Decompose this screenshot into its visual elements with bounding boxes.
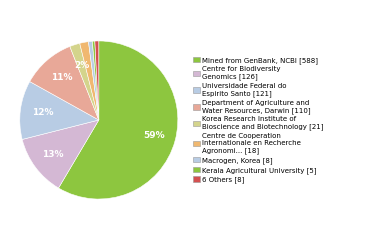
Wedge shape — [70, 43, 99, 120]
Wedge shape — [20, 82, 99, 139]
Legend: Mined from GenBank, NCBI [588], Centre for Biodiversity
Genomics [126], Universi: Mined from GenBank, NCBI [588], Centre f… — [193, 57, 324, 183]
Wedge shape — [92, 41, 99, 120]
Wedge shape — [89, 41, 99, 120]
Wedge shape — [22, 120, 99, 188]
Text: 12%: 12% — [32, 108, 53, 117]
Text: 59%: 59% — [143, 131, 165, 139]
Wedge shape — [30, 47, 99, 120]
Text: 11%: 11% — [51, 73, 72, 82]
Wedge shape — [80, 42, 99, 120]
Wedge shape — [59, 41, 178, 199]
Text: 13%: 13% — [43, 150, 64, 159]
Text: 2%: 2% — [74, 61, 89, 70]
Wedge shape — [95, 41, 99, 120]
